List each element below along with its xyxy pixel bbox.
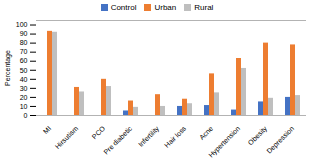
svg-text:Obesity: Obesity bbox=[247, 124, 270, 147]
svg-text:Hirsutism: Hirsutism bbox=[54, 125, 80, 151]
svg-text:Acne: Acne bbox=[198, 125, 214, 141]
svg-text:Hypertension: Hypertension bbox=[207, 125, 242, 160]
svg-text:40: 40 bbox=[20, 76, 28, 83]
svg-text:90: 90 bbox=[20, 30, 28, 37]
svg-text:0: 0 bbox=[24, 112, 28, 119]
svg-text:10: 10 bbox=[20, 103, 28, 110]
svg-text:Pre diabetic: Pre diabetic bbox=[102, 124, 133, 155]
svg-text:100: 100 bbox=[16, 21, 28, 28]
svg-text:80: 80 bbox=[20, 39, 28, 46]
svg-text:Infertility: Infertility bbox=[137, 124, 161, 148]
svg-text:PCO: PCO bbox=[91, 124, 107, 140]
svg-text:30: 30 bbox=[20, 85, 28, 92]
svg-text:MI: MI bbox=[42, 125, 52, 135]
svg-text:Hair loss: Hair loss bbox=[163, 124, 188, 149]
svg-text:50: 50 bbox=[20, 67, 28, 74]
html-text:Control: Control bbox=[110, 2, 137, 12]
svg-text:Percentage: Percentage bbox=[4, 50, 12, 86]
svg-text:Depression: Depression bbox=[265, 125, 296, 156]
svg-text:60: 60 bbox=[20, 57, 28, 64]
svg-text:20: 20 bbox=[20, 94, 28, 101]
html-text:Rural: Rural bbox=[194, 2, 214, 12]
svg-text:70: 70 bbox=[20, 48, 28, 55]
html-text:Urban: Urban bbox=[154, 2, 177, 12]
